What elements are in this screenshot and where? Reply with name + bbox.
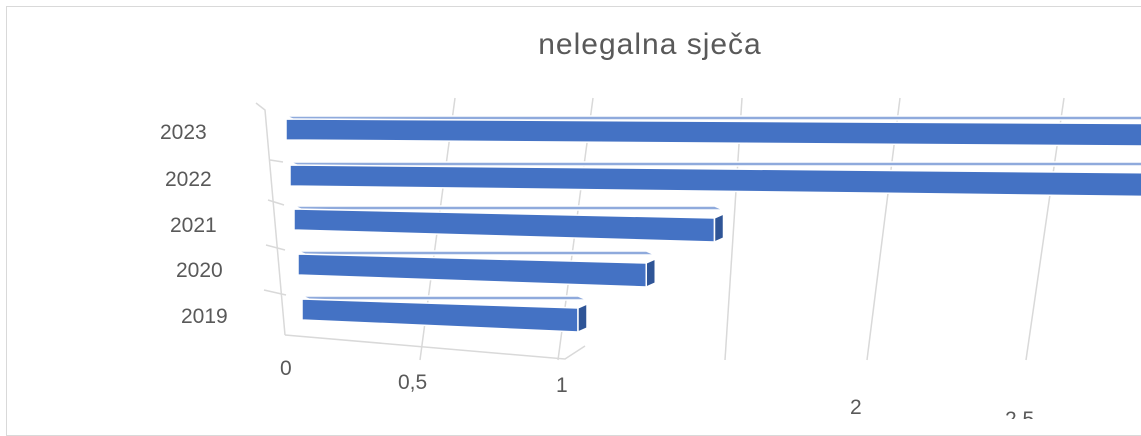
bar-side <box>577 302 588 334</box>
bar <box>301 298 579 333</box>
chart-title: nelegalna sječa <box>538 28 762 61</box>
bar <box>289 164 1141 198</box>
category-label: 2021 <box>170 214 217 237</box>
category-label: 2020 <box>176 259 223 282</box>
x-axis-labels: 0 0,5 1 1,5 2 2,5 <box>280 357 1034 419</box>
bar-top <box>301 295 588 301</box>
axes <box>255 102 586 360</box>
x-tick-label: 2,5 <box>1005 408 1034 419</box>
bar <box>297 253 647 288</box>
y-tick <box>269 159 284 163</box>
category-label: 2019 <box>181 305 228 328</box>
bar <box>285 118 1141 147</box>
x-tick-label: 1,5 <box>690 416 719 419</box>
x-tick-label: 2 <box>850 396 862 419</box>
category-label: 2022 <box>165 168 212 191</box>
bar-top <box>293 205 724 211</box>
bars <box>285 115 1141 334</box>
bar-top <box>289 161 1141 167</box>
bar-side <box>645 257 656 289</box>
y-axis-line <box>255 102 286 336</box>
y-tick <box>263 289 287 296</box>
bar-side <box>713 212 725 244</box>
y-axis-labels: 2023 2022 2021 2020 2019 <box>160 121 228 328</box>
bar <box>293 208 716 243</box>
category-label: 2023 <box>160 121 207 144</box>
bar-chart: 2023 2022 2021 2020 2019 0 0,5 1 1,5 2 2,5 <box>160 97 1141 419</box>
x-axis-floor <box>284 334 586 360</box>
y-tick <box>265 244 286 251</box>
y-tick <box>267 199 285 206</box>
x-tick-label: 1 <box>556 374 568 397</box>
bar-top <box>297 250 656 256</box>
x-tick-label: 0 <box>280 357 292 380</box>
x-tick-label: 0,5 <box>398 371 427 394</box>
